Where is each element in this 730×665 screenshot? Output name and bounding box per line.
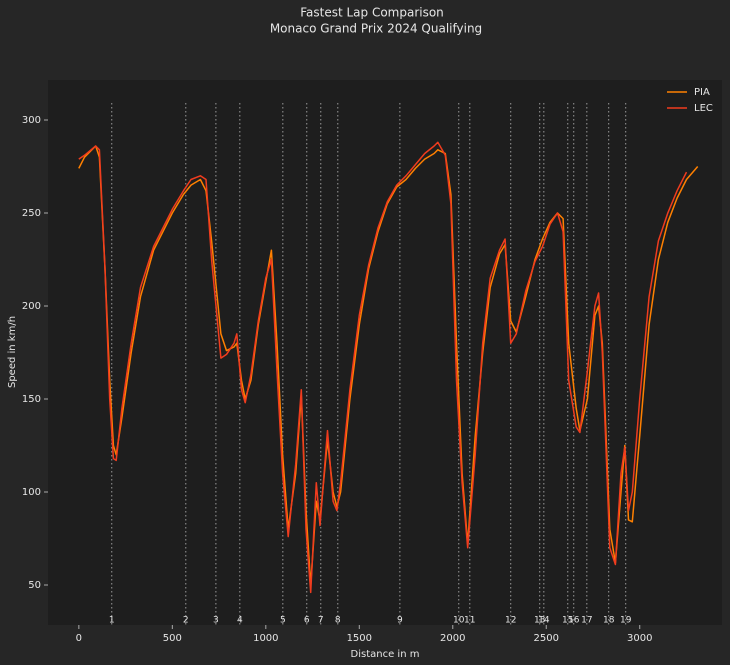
y-tick-label: 250 xyxy=(22,208,41,219)
corner-label: 1 xyxy=(109,616,115,626)
x-tick-label: 2000 xyxy=(440,633,465,644)
speed-line xyxy=(78,141,688,594)
corner-label: 11 xyxy=(464,616,475,626)
legend-label: LEC xyxy=(694,103,713,114)
chart-title: Fastest Lap Comparison xyxy=(300,6,444,20)
corner-label: 16 xyxy=(568,616,580,626)
corner-label: 12 xyxy=(505,616,516,626)
corner-label: 8 xyxy=(335,616,341,626)
y-tick-label: 100 xyxy=(22,487,41,498)
corner-label: 17 xyxy=(581,616,592,626)
corner-label: 9 xyxy=(397,616,403,626)
corner-label: 3 xyxy=(213,616,219,626)
corner-label: 19 xyxy=(620,616,632,626)
x-tick-label: 1500 xyxy=(347,633,372,644)
corner-label: 14 xyxy=(538,616,550,626)
y-axis-label: Speed in km/h xyxy=(7,316,18,388)
x-tick-label: 500 xyxy=(163,633,182,644)
chart-subtitle: Monaco Grand Prix 2024 Qualifying xyxy=(270,22,482,36)
corner-label: 2 xyxy=(183,616,189,626)
x-axis-label: Distance in m xyxy=(351,649,420,660)
x-tick-label: 2500 xyxy=(534,633,559,644)
y-tick-label: 200 xyxy=(22,301,41,312)
corner-label: 18 xyxy=(603,616,615,626)
corner-label: 7 xyxy=(318,616,324,626)
corner-label: 4 xyxy=(237,616,243,626)
corner-label: 15 xyxy=(562,616,573,626)
corner-label: 5 xyxy=(280,616,286,626)
plot-area xyxy=(48,80,722,625)
speed-line xyxy=(78,145,699,586)
legend-label: PIA xyxy=(694,87,710,98)
corner-label: 6 xyxy=(304,616,310,626)
x-tick-label: 3000 xyxy=(627,633,652,644)
x-tick-label: 0 xyxy=(76,633,82,644)
y-tick-label: 50 xyxy=(28,580,41,591)
y-tick-label: 150 xyxy=(22,394,41,405)
x-tick-label: 1000 xyxy=(253,633,278,644)
corner-label: 10 xyxy=(453,616,465,626)
corner-label: 13 xyxy=(534,616,545,626)
y-tick-label: 300 xyxy=(22,115,41,126)
